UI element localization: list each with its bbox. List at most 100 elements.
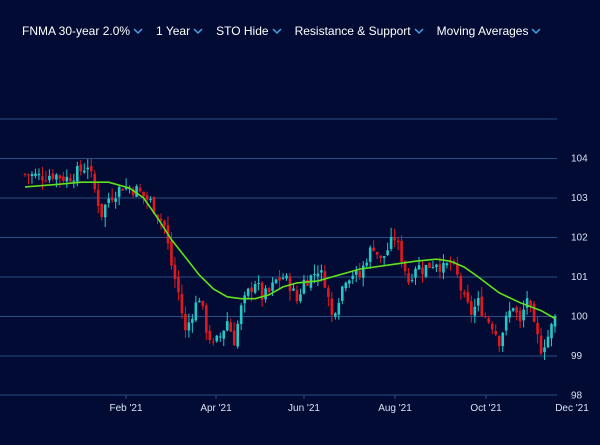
candle-body	[351, 275, 355, 279]
candle-body	[131, 188, 135, 196]
candle-body	[180, 294, 184, 314]
y-tick-label: 99	[571, 351, 583, 362]
candle-body	[65, 176, 69, 182]
candle-body	[23, 174, 27, 176]
candle-body	[58, 175, 62, 179]
candle-body	[487, 318, 491, 323]
x-tick-label: Oct '21	[470, 403, 502, 414]
candle-body	[456, 264, 459, 275]
candle-body	[313, 273, 316, 275]
candle-body	[546, 336, 550, 348]
candle-body	[476, 298, 480, 306]
x-tick-label: Feb '21	[109, 403, 142, 414]
y-tick-label: 102	[571, 233, 588, 244]
candle-body	[553, 316, 557, 327]
candle-body	[232, 330, 236, 346]
candle-body	[358, 270, 362, 278]
candle-body	[490, 323, 494, 330]
candle-body	[145, 195, 149, 200]
candle-body	[320, 270, 323, 273]
candle-body	[184, 313, 187, 331]
candle-body	[34, 173, 37, 177]
candle-body	[215, 335, 219, 342]
candle-body	[250, 287, 253, 292]
price-chart[interactable]: 98 99 100 101 102 103 104 Feb '21 Apr '21 Jun '21…	[0, 62, 600, 440]
candle-body	[271, 282, 274, 291]
candle-body	[27, 174, 30, 176]
candle-body	[428, 262, 431, 268]
candle-body	[152, 197, 156, 214]
candle-body	[449, 262, 452, 264]
candle-body	[327, 288, 330, 297]
candle-body	[107, 198, 110, 203]
candle-body	[100, 203, 104, 218]
candle-body	[375, 251, 379, 255]
candle-body	[62, 176, 65, 181]
candle-body	[142, 191, 145, 197]
price-chart-svg[interactable]: 98 99 100 101 102 103 104 Feb '21 Apr '21 Jun '21…	[0, 62, 600, 440]
candle-body	[37, 173, 41, 176]
y-tick-label: 104	[571, 154, 588, 165]
candle-body	[515, 307, 518, 313]
candle-body	[536, 322, 539, 335]
chart-toolbar: FNMA 30-year 2.0% 1 Year STO Hide Resist…	[0, 0, 600, 62]
chevron-down-icon	[133, 28, 143, 35]
candle-body	[341, 286, 344, 301]
candle-body	[525, 298, 529, 308]
range-dropdown[interactable]: 1 Year	[156, 24, 203, 38]
candle-body	[532, 303, 536, 322]
candle-body	[44, 180, 48, 182]
candle-body	[379, 255, 382, 259]
candle-body	[497, 336, 501, 347]
x-tick-label: Jun '21	[288, 403, 320, 414]
candle-body	[96, 189, 100, 206]
candle-body	[442, 262, 445, 273]
candle-body	[239, 305, 243, 324]
candle-body	[236, 323, 239, 347]
candle-body	[518, 310, 522, 322]
candle-body	[278, 277, 281, 281]
candle-body	[159, 218, 163, 221]
candle-body	[522, 309, 525, 321]
sto-dropdown[interactable]: STO Hide	[216, 24, 282, 38]
candle-body	[539, 335, 543, 354]
candle-body	[417, 265, 421, 270]
candle-body	[463, 292, 466, 295]
symbol-dropdown[interactable]: FNMA 30-year 2.0%	[22, 24, 143, 38]
moving-averages-dropdown[interactable]: Moving Averages	[437, 24, 542, 38]
chevron-down-icon	[272, 28, 282, 35]
resistance-support-dropdown[interactable]: Resistance & Support	[295, 24, 424, 38]
candle-body	[149, 198, 152, 200]
candle-body	[86, 167, 90, 170]
candle-body	[414, 268, 417, 278]
candle-body	[260, 282, 264, 300]
resistance-label: Resistance & Support	[294, 24, 411, 38]
candle-body	[208, 330, 212, 340]
candle-body	[274, 279, 278, 283]
candle-body	[281, 277, 285, 279]
candle-body	[103, 204, 107, 218]
candle-body	[466, 292, 470, 303]
candle-body	[76, 166, 79, 182]
candle-body	[198, 300, 201, 303]
candle-body	[407, 273, 410, 283]
candle-body	[396, 240, 400, 243]
candle-body	[114, 198, 117, 202]
y-tick-label: 103	[571, 193, 588, 204]
candle-body	[368, 247, 372, 262]
candle-body	[135, 186, 138, 197]
candle-body	[222, 330, 226, 339]
candle-body	[306, 279, 309, 286]
candle-body	[69, 178, 72, 182]
candle-body	[435, 264, 438, 268]
candle-body	[543, 347, 546, 353]
candle-body	[30, 174, 34, 177]
candle-body	[480, 296, 484, 316]
candle-body	[365, 262, 369, 266]
moving-averages-label: Moving Averages	[436, 24, 529, 38]
candle-body	[470, 301, 473, 315]
candle-body	[504, 315, 508, 331]
chevron-down-icon	[414, 28, 424, 35]
candle-body	[473, 306, 477, 316]
candle-body	[344, 282, 348, 289]
